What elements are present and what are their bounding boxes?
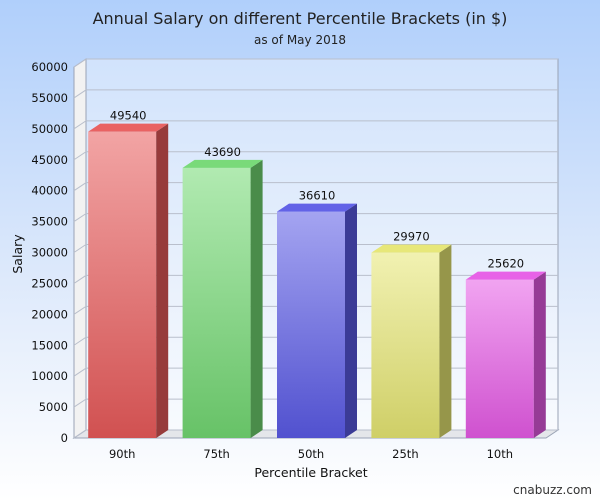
y-tick-label: 10000 <box>31 369 68 383</box>
bar-side <box>345 203 357 438</box>
x-tick-label: 50th <box>298 447 324 461</box>
y-tick-label: 30000 <box>31 246 68 260</box>
data-label: 29970 <box>393 230 430 244</box>
y-tick-label: 55000 <box>31 91 68 105</box>
y-tick-label: 45000 <box>31 153 68 167</box>
bar-10th: 25620 <box>465 257 546 438</box>
y-tick-label: 35000 <box>31 215 68 229</box>
bar-front <box>371 252 440 438</box>
data-label: 43690 <box>204 145 241 159</box>
bar-front <box>465 279 534 438</box>
chart-subtitle: as of May 2018 <box>254 33 346 47</box>
bar-75th: 43690 <box>182 145 263 439</box>
x-axis-label: Percentile Bracket <box>254 465 367 480</box>
gridline <box>73 58 558 68</box>
y-axis-ticks: 0 5000 10000 15000 20000 25000 30000 35000 40000… <box>31 60 68 445</box>
y-tick-label: 20000 <box>31 307 68 321</box>
data-label: 25620 <box>488 257 525 271</box>
gridline <box>73 151 558 161</box>
y-tick-label: 40000 <box>31 184 68 198</box>
bar-top <box>88 123 169 132</box>
bar-front <box>182 167 251 439</box>
data-label: 49540 <box>110 109 147 123</box>
y-tick-label: 0 <box>61 431 68 445</box>
x-tick-label: 25th <box>392 447 418 461</box>
bar-90th: 49540 <box>88 109 169 438</box>
bar-side <box>439 244 452 438</box>
x-tick-label: 90th <box>109 447 135 461</box>
bar-side <box>533 271 546 438</box>
data-label: 36610 <box>299 189 336 203</box>
gridline <box>73 244 558 253</box>
gridline <box>73 89 558 99</box>
bar-25th: 29970 <box>371 230 452 438</box>
bar-top <box>277 203 357 212</box>
y-tick-label: 15000 <box>31 338 68 352</box>
x-tick-label: 75th <box>203 447 229 461</box>
y-tick-label: 25000 <box>31 276 68 290</box>
bar-top <box>465 271 546 280</box>
chart-title: Annual Salary on different Percentile Br… <box>93 9 508 28</box>
bar-side <box>156 123 169 438</box>
bar-front <box>88 131 157 438</box>
y-axis-label: Salary <box>10 234 25 274</box>
y-tick-label: 5000 <box>39 400 68 414</box>
bars: 49540 43690 36610 29970 25620 <box>88 109 546 439</box>
bar-top <box>371 244 452 253</box>
gridline <box>73 213 558 222</box>
y-tick-label: 60000 <box>31 60 68 74</box>
x-tick-label: 10th <box>487 447 513 461</box>
site-credit: cnabuzz.com <box>513 483 592 497</box>
x-axis-ticks: 90th 75th 50th 25th 10th <box>109 447 513 461</box>
bar-front <box>277 211 345 438</box>
bar-top <box>182 159 263 168</box>
gridline <box>73 182 558 192</box>
bar-side <box>250 159 263 439</box>
bar-50th: 36610 <box>277 189 357 438</box>
gridline <box>73 120 558 130</box>
y-tick-label: 50000 <box>31 122 68 136</box>
